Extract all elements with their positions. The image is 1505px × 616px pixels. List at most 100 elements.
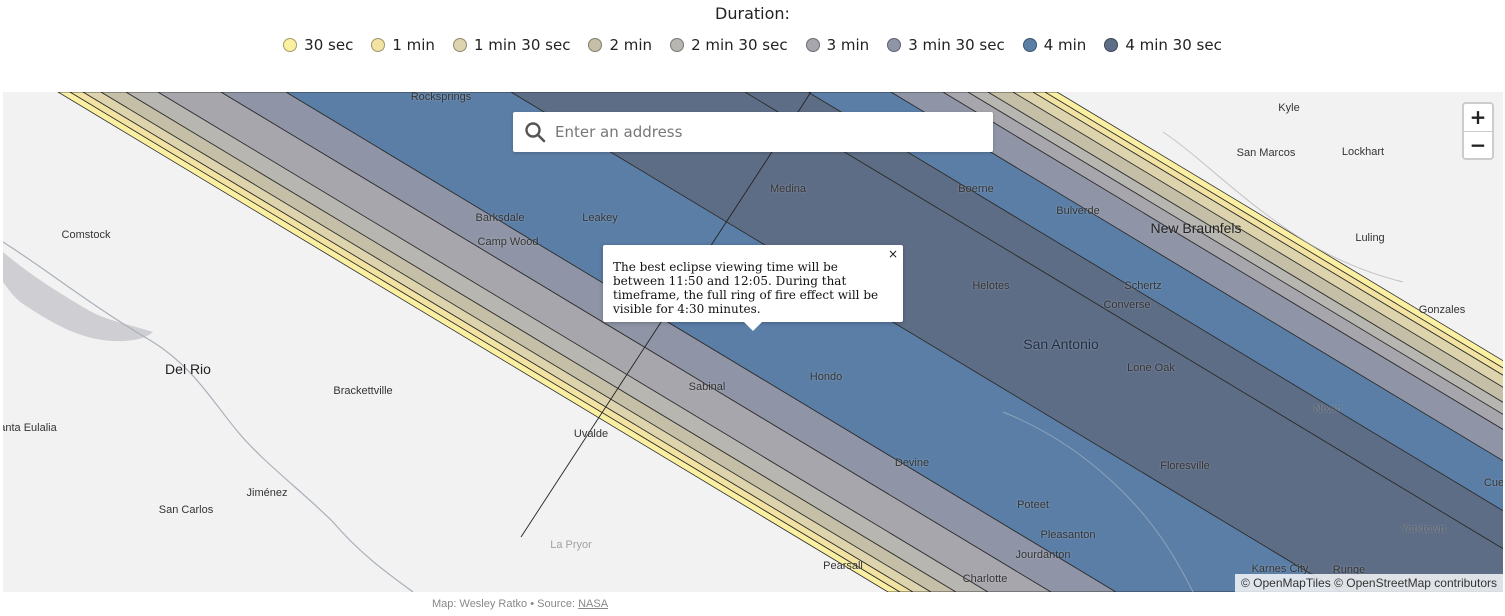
popup-text: The best eclipse viewing time will be be…	[613, 260, 879, 316]
place-label: San Antonio	[1023, 336, 1099, 352]
legend-swatch	[805, 38, 820, 52]
place-label: Medina	[769, 183, 807, 195]
place-label: Leakey	[582, 212, 618, 224]
place-label: New Braunfels	[1150, 220, 1242, 236]
place-label: Lone Oak	[1127, 362, 1175, 374]
place-label: Schertz	[1124, 280, 1162, 292]
duration-band	[890, 92, 1503, 462]
legend-swatch	[452, 38, 467, 52]
legend-item: 2 min 30 sec	[670, 36, 788, 54]
zoom-in-button[interactable]: +	[1464, 104, 1492, 132]
river	[1162, 131, 1404, 283]
duration-band	[807, 92, 1503, 512]
legend-item: 2 min	[588, 36, 652, 54]
legend-item: 4 min	[1022, 36, 1086, 54]
legend-item: 1 min 30 sec	[452, 36, 571, 54]
place-label: Nixon	[1313, 403, 1343, 415]
place-label: Rocksprings	[410, 92, 472, 103]
duration-band	[967, 92, 1503, 415]
source-link[interactable]: NASA	[578, 598, 609, 610]
legend-item: 3 min	[805, 36, 870, 54]
legend-swatch	[588, 38, 603, 52]
river	[3, 241, 414, 592]
legend-item: 1 min	[371, 36, 435, 54]
legend-swatch	[371, 38, 386, 52]
place-label: Yorktown	[1400, 523, 1446, 535]
place-label: Comstock	[61, 229, 111, 241]
place-label: anta Eulalia	[3, 422, 57, 434]
legend-label: 1 min 30 sec	[473, 36, 571, 54]
place-label: Runge	[1332, 564, 1366, 576]
map-credit: Map: Wesley Ratko • Source: NASA	[432, 598, 608, 610]
place-label: Floresville	[1160, 460, 1210, 472]
place-label: Converse	[1103, 299, 1151, 311]
place-label: Bulverde	[1056, 205, 1100, 217]
legend-label: 4 min 30 sec	[1125, 36, 1222, 54]
duration-band	[1012, 92, 1503, 388]
duration-legend: 30 sec 1 min 1 min 30 sec 2 min 2 min 30 sec…	[0, 36, 1505, 54]
legend-label: 1 min	[392, 36, 435, 54]
address-search[interactable]	[513, 112, 993, 152]
place-label: Jourdanton	[1015, 549, 1071, 561]
place-label: Del Rio	[165, 361, 211, 377]
duration-band	[1032, 92, 1503, 376]
place-label: Brackettville	[333, 385, 393, 397]
popup-tip	[744, 322, 762, 331]
place-label: Uvalde	[573, 428, 609, 440]
duration-band	[57, 92, 901, 592]
place-label: Charlotte	[962, 573, 1008, 585]
legend-label: 2 min	[609, 36, 653, 54]
place-label: Jiménez	[246, 487, 288, 499]
place-label: Poteet	[1017, 499, 1049, 511]
duration-band	[1044, 92, 1503, 369]
legend-title: Duration:	[715, 4, 790, 23]
zoom-control: + −	[1462, 102, 1494, 160]
place-label: Barksdale	[475, 212, 525, 224]
place-label: Pleasanton	[1040, 529, 1096, 541]
legend-swatch	[1104, 38, 1119, 52]
place-label: Kyle	[1278, 102, 1300, 114]
duration-band	[69, 92, 914, 592]
legend-label: 3 min	[826, 36, 870, 54]
eclipse-map[interactable]: Rocksprings Kyle San Marcos Lockhart Medina B…	[3, 92, 1503, 592]
legend-label: 3 min 30 sec	[908, 36, 1005, 54]
address-input[interactable]	[555, 117, 975, 147]
place-label: Hondo	[809, 371, 843, 383]
place-label: Sabinal	[688, 381, 726, 393]
popup-close-button[interactable]: ×	[887, 247, 898, 261]
legend-swatch	[887, 38, 902, 52]
duration-band	[942, 92, 1503, 430]
place-label: Cue	[1483, 477, 1503, 489]
duration-band	[82, 92, 932, 592]
reservoir	[3, 252, 153, 342]
duration-band	[100, 92, 957, 592]
place-label: Camp Wood	[477, 236, 539, 248]
place-label: Boerne	[958, 183, 994, 195]
place-label: La Pryor	[550, 539, 592, 551]
duration-band	[125, 92, 989, 592]
legend-label: 2 min 30 sec	[691, 36, 788, 54]
place-label: Devine	[894, 457, 930, 469]
legend-swatch	[1022, 38, 1037, 52]
search-icon	[523, 120, 547, 144]
duration-band	[157, 92, 1052, 592]
credit-text: Map: Wesley Ratko • Source:	[432, 598, 579, 610]
legend-swatch	[670, 38, 685, 52]
place-label: San Carlos	[158, 504, 214, 516]
info-popup: × The best eclipse viewing time will be …	[603, 245, 903, 331]
duration-band	[220, 92, 1117, 592]
place-label: Pearsall	[823, 560, 863, 572]
place-label: San Marcos	[1236, 147, 1296, 159]
place-label: Lockhart	[1341, 146, 1385, 158]
zoom-out-button[interactable]: −	[1464, 131, 1492, 158]
legend-label: 30 sec	[304, 36, 354, 54]
duration-band	[285, 92, 1342, 592]
place-label: Karnes City	[1251, 563, 1309, 575]
place-label: Luling	[1355, 232, 1385, 244]
river	[1002, 411, 1194, 592]
eclipse-path-bands	[3, 92, 1503, 592]
duration-band	[510, 92, 1503, 592]
duration-band	[987, 92, 1503, 403]
duration-band	[744, 92, 1503, 550]
legend-swatch	[283, 38, 298, 52]
